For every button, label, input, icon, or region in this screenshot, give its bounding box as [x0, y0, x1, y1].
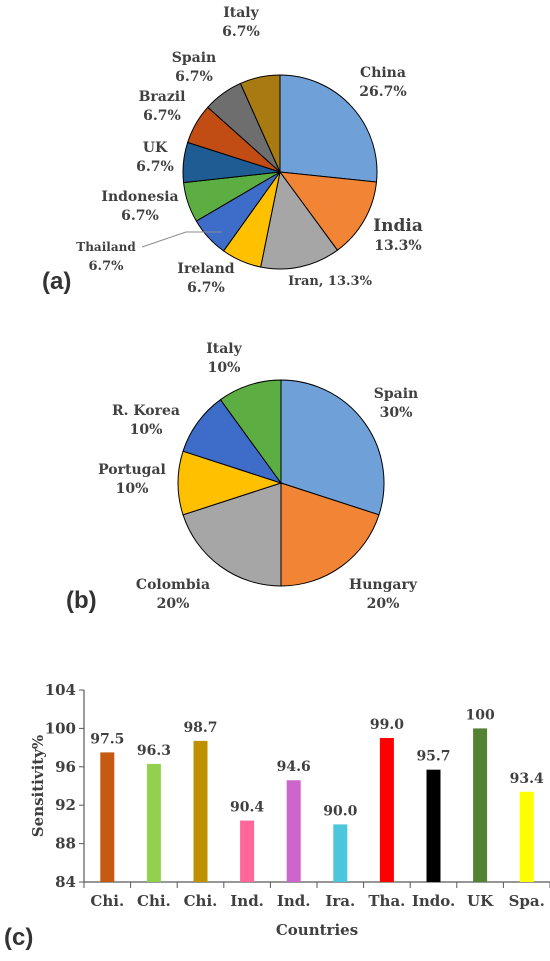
pie-a-label-indonesia: Indonesia 6.7% — [101, 189, 178, 224]
bar-8-indo — [426, 769, 441, 882]
pie-a-label-brazil: Brazil 6.7% — [139, 89, 186, 124]
pie-b-label-spain: Spain 30% — [374, 386, 418, 421]
pie-b-label-italy: Italy 10% — [206, 341, 242, 376]
y-axis-title: Sensitivity% — [29, 735, 47, 837]
x-tick-label-4: Ind. — [230, 892, 264, 910]
bar-4-ind — [240, 820, 255, 882]
bar-10-value-label: 93.4 — [510, 771, 544, 787]
bar-chart-c: 84 88 92 96 100 104 97.5 Chi. 96.3 Chi. 98.7 Chi. 90… — [29, 681, 550, 939]
bar-1-value-label: 97.5 — [90, 731, 124, 747]
x-tick-label-8: Indo. — [412, 892, 455, 910]
pie-a-label-india: India 13.3% — [373, 216, 423, 254]
x-tick-label-1: Chi. — [90, 892, 124, 910]
x-tick-label-3: Chi. — [184, 892, 218, 910]
bar-7-tha — [379, 738, 394, 882]
bar-7-value-label: 99.0 — [370, 717, 404, 733]
panel-label-b: (b) — [66, 587, 97, 614]
pie-a-label-china: China 26.7% — [359, 65, 406, 100]
bar-10-spa — [519, 791, 534, 882]
x-tick-label-10: Spa. — [509, 892, 545, 910]
y-tick-label-88: 88 — [55, 835, 76, 853]
pie-a-slice-italy — [239, 74, 281, 173]
bar-3-chi — [193, 740, 208, 882]
bar-5-ind — [286, 780, 301, 882]
pie-a-label-iran: Iran, 13.3% — [288, 274, 373, 289]
pie-a-label-spain: Spain 6.7% — [172, 50, 216, 85]
panel-label-c: (c) — [4, 924, 33, 951]
bar-9-uk — [473, 728, 488, 882]
x-tick-label-7: Tha. — [368, 892, 405, 910]
y-tick-label-84: 84 — [55, 873, 76, 891]
pie-b-slice-italy — [219, 379, 282, 485]
y-tick-label-104: 104 — [45, 681, 76, 699]
pie-a-slice-iran — [260, 170, 339, 270]
pie-a-label-ireland: Ireland 6.7% — [177, 261, 234, 296]
bar-4-value-label: 90.4 — [230, 800, 264, 816]
pie-a-label-italy: Italy 6.7% — [222, 5, 260, 40]
bar-3-value-label: 98.7 — [183, 720, 217, 736]
pie-a-slice-china — [279, 74, 378, 183]
pie-b-label-r-korea: R. Korea 10% — [112, 403, 180, 438]
bar-1-chi — [100, 752, 115, 882]
bar-9-value-label: 100 — [465, 707, 494, 723]
x-tick-label-5: Ind. — [277, 892, 311, 910]
y-tick-label-96: 96 — [55, 758, 76, 776]
pie-chart-a — [182, 74, 378, 270]
pie-b-slice-hungary — [280, 482, 380, 587]
y-tick-label-92: 92 — [55, 796, 76, 814]
pie-a-leader-line-thailand — [141, 231, 222, 248]
pie-a-label-thailand: Thailand 6.7% — [76, 240, 136, 274]
bar-2-chi — [146, 763, 161, 882]
x-tick-label-6: Ira. — [325, 892, 355, 910]
bar-6-value-label: 90.0 — [323, 803, 357, 819]
y-tick-label-100: 100 — [45, 719, 76, 737]
x-axis-title: Countries — [276, 921, 358, 939]
bar-8-value-label: 95.7 — [416, 749, 450, 765]
bar-2-value-label: 96.3 — [137, 743, 171, 759]
pie-a-slice-india — [278, 171, 378, 251]
pie-b-label-colombia: Colombia 20% — [136, 577, 210, 612]
panel-label-a: (a) — [42, 268, 71, 295]
bar-6-ira — [333, 824, 348, 882]
pie-a-label-uk: UK 6.7% — [136, 140, 174, 175]
pie-b-slice-spain — [280, 379, 385, 516]
x-tick-label-9: UK — [467, 892, 494, 910]
x-tick-label-2: Chi. — [137, 892, 171, 910]
pie-chart-a-labels: China 26.7% India 13.3% Iran, 13.3% Ireland 6.… — [76, 5, 423, 296]
bar-5-value-label: 94.6 — [277, 759, 311, 775]
pie-b-label-hungary: Hungary 20% — [349, 577, 418, 612]
pie-chart-b — [177, 379, 385, 587]
pie-b-label-portugal: Portugal 10% — [98, 462, 166, 497]
pie-b-slice-colombia — [182, 482, 282, 587]
pie-chart-b-labels: Spain 30% Hungary 20% Colombia 20% Portugal 10%… — [98, 341, 418, 612]
